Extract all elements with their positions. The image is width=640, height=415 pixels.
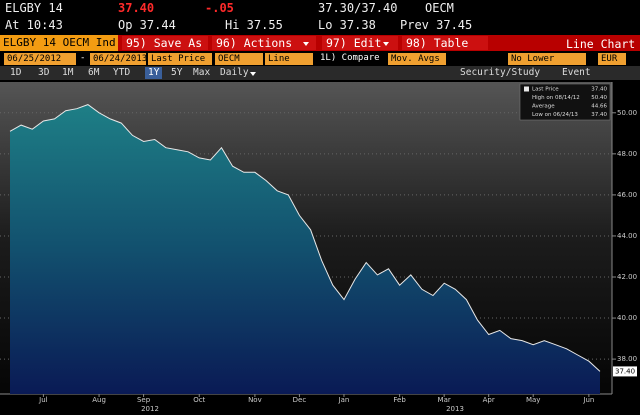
field-select[interactable]: Last Price (148, 53, 212, 65)
currency[interactable]: EUR (598, 53, 626, 65)
x-tick-label: Mar (438, 396, 451, 404)
period-selected[interactable]: 1Y (145, 67, 163, 79)
year-label: 2013 (446, 405, 464, 413)
time: At 10:43 (5, 18, 63, 32)
x-tick-label: Oct (193, 396, 205, 404)
legend-label: Average (532, 104, 555, 110)
legend-value: 50.40 (591, 95, 607, 101)
legend-swatch (524, 86, 529, 92)
low: Lo 37.38 (318, 18, 376, 32)
table-button[interactable]: 98) Table (402, 36, 488, 50)
dash: - (80, 53, 86, 63)
view-title: Line Chart (566, 37, 636, 51)
exchange-select[interactable]: OECM (215, 53, 263, 65)
dropdown-arrow (303, 42, 309, 46)
y-tick-label: 40.00 (617, 314, 637, 322)
x-tick-label: May (526, 396, 540, 404)
x-tick-label: Feb (393, 396, 406, 404)
bid-ask: 37.30/37.40 (318, 1, 398, 15)
compare[interactable]: 1L) Compare (320, 53, 380, 63)
legend-box (519, 83, 611, 121)
frequency[interactable]: Daily (220, 67, 249, 78)
y-tick-label: 46.00 (617, 191, 637, 199)
security-study[interactable]: Security/Study (460, 67, 541, 78)
period[interactable]: 1D (10, 67, 22, 78)
actions-button[interactable]: 96) Actions (212, 36, 316, 50)
dropdown-arrow (250, 72, 256, 76)
save-as-button[interactable]: 95) Save As (122, 36, 208, 50)
change: -.05 (205, 1, 234, 15)
edit-button[interactable]: 97) Edit (322, 36, 398, 50)
open: Op 37.44 (118, 18, 176, 32)
x-tick-label: Dec (293, 396, 307, 404)
legend-value: 37.40 (591, 87, 607, 93)
x-tick-label: Sep (137, 396, 151, 404)
lower-chart[interactable]: No Lower Chart (508, 53, 586, 76)
legend-label: Low on 06/24/13 (532, 112, 578, 118)
period[interactable]: 6M (88, 67, 100, 78)
period[interactable]: 3D (38, 67, 50, 78)
dropdown-arrow (383, 42, 389, 46)
legend-label: Last Price (532, 87, 559, 93)
y-tick-label: 38.00 (617, 355, 637, 363)
y-tick-label: 42.00 (617, 273, 637, 281)
period[interactable]: YTD (113, 67, 131, 78)
last-price: 37.40 (118, 1, 155, 15)
mov-avgs[interactable]: Mov. Avgs (388, 53, 446, 65)
legend-label: High on 08/14/12 (532, 95, 580, 101)
y-tick-label: 44.00 (617, 232, 637, 240)
legend-value: 44.66 (591, 104, 607, 110)
x-tick-label: Aug (92, 396, 106, 404)
period[interactable]: Max (193, 67, 211, 78)
style-select[interactable]: Line (265, 53, 313, 65)
x-tick-label: Jan (338, 396, 350, 404)
year-label: 2012 (141, 405, 159, 413)
prev: Prev 37.45 (400, 18, 473, 32)
x-tick-label: Jun (582, 396, 594, 404)
x-tick-label: Jul (38, 396, 48, 404)
event[interactable]: Event (562, 67, 591, 78)
security[interactable]: ELGBY 14 OECM Ind (0, 35, 118, 51)
y-tick-label: 48.00 (617, 150, 637, 158)
line (9, 104, 601, 372)
ticker: ELGBY 14 (5, 1, 63, 15)
exchange: OECM (425, 1, 454, 15)
price-tag (613, 366, 637, 377)
price-tag-label: 37.40 (615, 367, 635, 375)
period[interactable]: 1M (62, 67, 74, 78)
x-tick-label: Nov (248, 396, 262, 404)
period[interactable]: 5Y (171, 67, 183, 78)
area (10, 104, 600, 394)
x-tick-label: Apr (483, 396, 495, 404)
y-tick-label: 50.00 (617, 109, 637, 117)
legend-value: 37.40 (591, 112, 607, 118)
chart: 38.00 40.00 42.00 44.00 46.00 48.00 50.00 Jul Au… (0, 82, 637, 413)
start-date[interactable]: 06/25/2012 (4, 53, 76, 65)
end-date[interactable]: 06/24/2013 (90, 53, 147, 65)
high: Hi 37.55 (225, 18, 283, 32)
